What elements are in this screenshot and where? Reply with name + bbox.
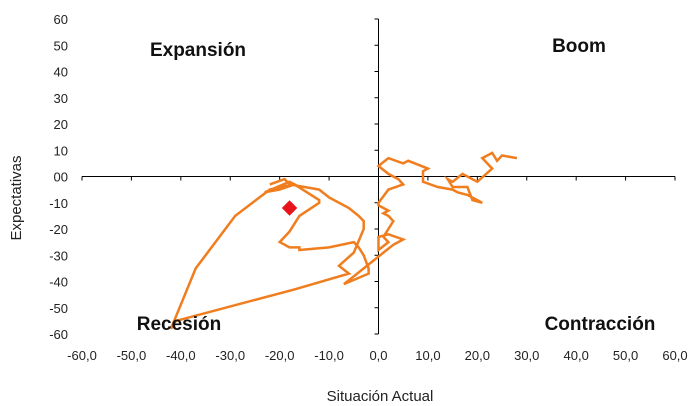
series-layer (169, 151, 518, 330)
y-tick-label: 20 (54, 117, 68, 132)
y-tick-label: -50 (49, 301, 68, 316)
x-tick-label: 30,0 (514, 348, 539, 363)
current-point-marker (281, 200, 298, 216)
quadrant-label-recession: Recesión (137, 314, 221, 335)
tick-labels: -60,0 -50,0 -40,0 -30,0 -20,0 -10,0 0,0 10,0 20,… (49, 12, 687, 363)
x-tick-label: -30,0 (215, 348, 245, 363)
y-tick-label: 30 (54, 91, 68, 106)
y-tick-label: -10 (49, 196, 68, 211)
y-tick-label: 00 (54, 170, 68, 185)
marker-layer (281, 200, 298, 216)
y-tick-label: -60 (49, 327, 68, 342)
x-tick-label: -60,0 (67, 348, 97, 363)
y-tick-label: 50 (54, 38, 68, 53)
quadrant-label-expansion: Expansión (150, 40, 246, 61)
x-tick-label: -20,0 (265, 348, 295, 363)
x-tick-label: 10,0 (415, 348, 440, 363)
x-tick-label: 60,0 (662, 348, 687, 363)
y-tick-label: -20 (49, 222, 68, 237)
x-tick-label: -40,0 (166, 348, 196, 363)
x-tick-label: 20,0 (465, 348, 490, 363)
x-tick-label: -50,0 (117, 348, 147, 363)
x-tick-label: 0,0 (369, 348, 387, 363)
y-tick-label: 60 (54, 12, 68, 27)
y-tick-label: -40 (49, 275, 68, 290)
x-tick-label: 50,0 (613, 348, 638, 363)
chart-axes (81, 18, 676, 335)
y-tick-label: 40 (54, 65, 68, 80)
quadrant-label-boom: Boom (552, 36, 606, 57)
x-tick-label: -10,0 (314, 348, 344, 363)
quadrant-label-contraction: Contracción (545, 314, 656, 335)
x-axis-title: Situación Actual (327, 388, 434, 405)
y-tick-label: 10 (54, 143, 68, 158)
x-tick-label: 40,0 (564, 348, 589, 363)
series-line (169, 151, 518, 330)
y-axis-title: Expectativas (8, 155, 25, 240)
y-tick-label: -30 (49, 248, 68, 263)
